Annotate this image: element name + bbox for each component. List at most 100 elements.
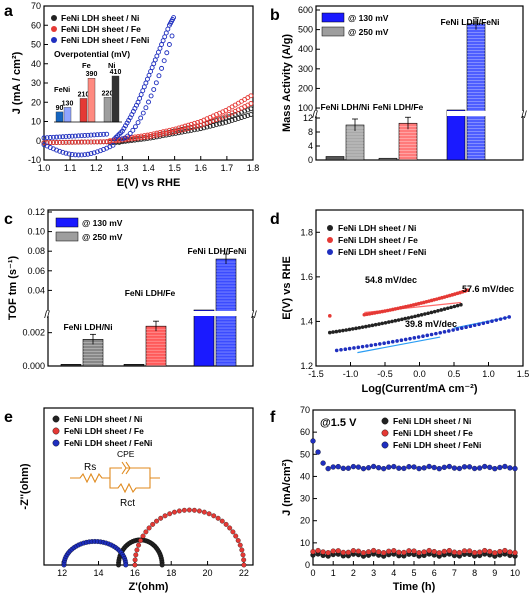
data-point [245, 107, 251, 113]
data-point [350, 463, 357, 470]
data-point [459, 302, 463, 307]
x-tick-label: 2 [351, 568, 356, 578]
x-tick-label: 0.5 [448, 369, 461, 379]
y-tick-label: 70 [300, 405, 310, 415]
bar [325, 156, 345, 161]
data-point [143, 529, 149, 535]
data-point [447, 329, 451, 333]
data-point [132, 557, 138, 563]
data-point [138, 115, 144, 121]
x-tick-label: 6 [432, 568, 437, 578]
data-point [213, 117, 219, 122]
data-point [79, 133, 85, 139]
data-point [477, 322, 481, 327]
data-point [66, 133, 72, 139]
data-point [400, 317, 404, 322]
y-tick-label: 20 [31, 97, 41, 107]
data-point [396, 318, 401, 322]
data-point [159, 65, 165, 71]
data-point [456, 549, 463, 556]
data-point [416, 313, 421, 318]
data-point [466, 464, 473, 470]
data-point [191, 507, 197, 513]
data-point [451, 465, 458, 471]
y-tick-label: 10 [300, 538, 310, 548]
x-tick-label: 1.3 [116, 163, 129, 173]
data-point [154, 132, 160, 138]
inset-bar [87, 78, 96, 123]
data-point [156, 73, 162, 79]
data-point [192, 124, 197, 130]
data-point [229, 117, 235, 123]
data-point [185, 126, 191, 131]
data-point [127, 131, 133, 136]
legend-label: @ 250 mV [82, 232, 123, 242]
data-point [148, 68, 154, 74]
x-tick-label: 1 [331, 568, 336, 578]
data-point [136, 542, 142, 548]
data-point [182, 123, 188, 129]
data-point [331, 330, 335, 334]
data-point [85, 132, 91, 138]
data-point [151, 133, 157, 139]
x-tick-label: 0.0 [413, 369, 426, 379]
data-point [143, 80, 149, 86]
data-point [50, 140, 56, 145]
data-point [406, 548, 412, 554]
data-point [172, 509, 177, 515]
data-point [441, 464, 447, 470]
data-point [138, 538, 144, 543]
data-point [320, 460, 326, 466]
x-tick-label: 1.4 [142, 163, 155, 173]
data-point [104, 139, 110, 145]
data-point [315, 449, 321, 455]
data-point [63, 150, 69, 156]
inset-bar-label: 220 [102, 90, 114, 97]
bar [378, 157, 398, 161]
data-point [442, 330, 447, 334]
legend-label: FeNi LDH sheet / FeNi [61, 35, 149, 45]
data-point [446, 463, 453, 470]
data-point [328, 330, 332, 335]
data-point [82, 133, 88, 138]
x-tick-label: 1.1 [64, 163, 77, 173]
data-point [104, 131, 110, 137]
y-axis-label: TOF tm (s⁻¹) [7, 256, 19, 321]
legend-label: @ 130 mV [348, 13, 389, 23]
data-point [110, 142, 116, 148]
data-point [237, 542, 243, 548]
data-point [403, 337, 408, 342]
data-point [344, 328, 348, 332]
data-point [141, 134, 147, 140]
data-point [173, 129, 179, 135]
data-point [85, 151, 91, 157]
data-point [206, 511, 212, 517]
data-point [245, 113, 251, 118]
data-point [94, 132, 100, 138]
data-point [507, 549, 513, 555]
y-tick-label: 0.10 [27, 227, 45, 237]
data-point [132, 124, 138, 130]
data-point [340, 465, 346, 471]
data-point [341, 328, 345, 333]
legend-marker [52, 439, 60, 447]
data-point [381, 550, 387, 556]
data-point [44, 135, 50, 141]
data-point [248, 112, 254, 118]
legend-label: FeNi LDH sheet / Fe [64, 426, 144, 436]
data-point [101, 131, 107, 137]
circuit-label-rs: Rs [84, 462, 96, 473]
category-label: FeNi LDH/Fe [125, 288, 176, 298]
x-axis-label: Z'(ohm) [129, 581, 169, 593]
x-tick-label: 20 [203, 568, 213, 578]
data-point [476, 549, 483, 555]
y-tick-label: 60 [300, 427, 310, 437]
data-point [391, 463, 397, 470]
data-point [72, 152, 78, 158]
data-point [350, 548, 357, 554]
x-tick-label: 1.6 [194, 163, 207, 173]
data-point [383, 320, 388, 325]
data-point [409, 315, 414, 319]
data-point [163, 131, 169, 136]
tafel-annotation: 39.8 mV/dec [405, 319, 457, 329]
